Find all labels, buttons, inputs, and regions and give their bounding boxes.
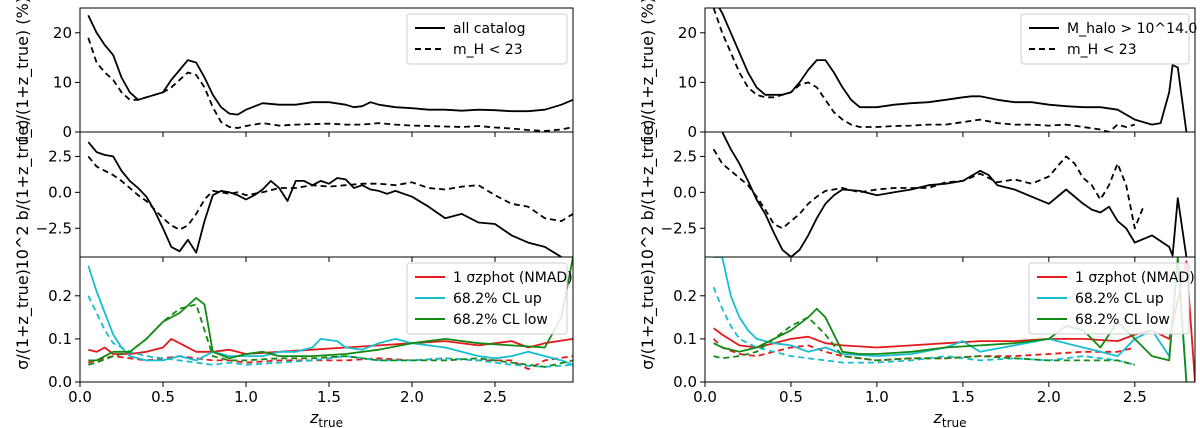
x-tick-label: 2.5	[1123, 388, 1147, 406]
x-tick-label: 1.5	[317, 388, 341, 406]
panel-right-top: 0 10 20 f_c/(1+z_true) (%) M_halo > 10^14.0 …	[638, 0, 1200, 143]
legend-box	[1020, 13, 1190, 65]
series-group	[712, 8, 1188, 132]
panel-left-mid: 2.5 0.0 −2.510^2 b/(1+z_true)	[13, 120, 574, 270]
series-line-cl-up-all	[87, 265, 573, 366]
y-tick-label: 10	[678, 73, 697, 91]
y-tick-label: 0.0	[48, 183, 72, 201]
panel-frame	[79, 131, 574, 258]
y-tick-label: 10	[53, 73, 72, 91]
x-tick-label: 1.0	[234, 388, 258, 406]
series-group	[712, 132, 1188, 257]
series-line-halo	[718, 8, 1188, 132]
y-tick-label: −2.5	[36, 219, 72, 237]
y-axis-label: 10^2 b/(1+z_true)	[638, 120, 658, 270]
y-tick-label: 0	[62, 123, 72, 141]
y-tick-label: 20	[53, 24, 72, 42]
x-tick-label: 2.0	[400, 388, 424, 406]
x-tick-label: 2.5	[483, 388, 507, 406]
y-axis-label: σ/(1+z_true)	[638, 269, 658, 370]
series-group	[712, 257, 1195, 382]
panel-frame	[704, 131, 1196, 258]
y-axis-label: 10^2 b/(1+z_true)	[13, 120, 33, 270]
series-line-halo	[721, 132, 1188, 257]
y-axis-label: f_c/(1+z_true) (%)	[638, 0, 658, 143]
y-tick-label: 0.0	[48, 373, 72, 391]
y-tick-label: 0	[687, 123, 697, 141]
panel-right-bot: 0.0 0.1 0.2 0.0 0.5 1.0 1.5 2.0 2.5 σ/(1+z_true) 1…	[638, 256, 1196, 406]
legend: M_halo > 10^14.0 M⊙ m_H < 23	[1020, 13, 1200, 65]
legend-label: 68.2% CL low	[453, 312, 548, 328]
panel-right-mid: 2.5 0.0 −2.510^2 b/(1+z_true)	[638, 120, 1196, 270]
legend-label: M_halo > 10^14.0 M⊙	[1067, 21, 1200, 37]
x-axis-label-main: z	[309, 408, 319, 427]
series-line-cl-low-mh	[713, 316, 1136, 366]
x-tick-label: 0.5	[151, 388, 175, 406]
y-axis-label: σ/(1+z_true)	[13, 269, 33, 370]
chart-right: 0 10 20 f_c/(1+z_true) (%) M_halo > 10^14.0 …	[638, 0, 1200, 428]
x-tick-label: 0.0	[68, 388, 92, 406]
x-axis-label-main: z	[932, 408, 942, 427]
y-axis-label: f_c/(1+z_true) (%)	[13, 0, 33, 143]
series-line-nmad-all	[88, 337, 573, 355]
legend-label: m_H < 23	[1067, 42, 1137, 58]
legend-box	[406, 262, 568, 335]
y-tick-label: 20	[678, 24, 697, 42]
x-axis-label-sub: true	[318, 416, 343, 428]
panel-left-bot: 0.0 0.1 0.2 0.0 0.5 1.0 1.5 2.0 2.5 σ/(1+z_true) 1…	[13, 256, 574, 406]
panel-frame	[79, 256, 574, 383]
series-line-m-h-23	[712, 148, 1145, 230]
chart-left: 0 10 20 f_c/(1+z_true) (%) all catalog m_H < …	[13, 0, 574, 428]
legend-label: 1 σzphot (NMAD)	[453, 270, 573, 286]
x-tick-label: 1.5	[951, 388, 975, 406]
series-line-m-h-23	[87, 155, 573, 231]
panel-frame	[704, 256, 1196, 383]
series-group	[87, 15, 573, 132]
y-tick-label: 2.5	[673, 147, 697, 165]
panel-left-top: 0 10 20 f_c/(1+z_true) (%) all catalog m_H < …	[13, 0, 574, 143]
x-tick-label: 2.0	[1037, 388, 1061, 406]
x-axis-label-sub: true	[942, 416, 967, 428]
y-tick-label: 0.1	[48, 330, 72, 348]
y-tick-label: 0.1	[673, 330, 697, 348]
y-tick-label: −2.5	[661, 219, 697, 237]
x-tick-label: 0.5	[779, 388, 803, 406]
y-tick-label: 0.2	[48, 287, 72, 305]
y-tick-label: 2.5	[48, 147, 72, 165]
y-tick-label: 0.0	[673, 183, 697, 201]
legend-label: all catalog	[453, 21, 526, 37]
legend-box	[1028, 262, 1190, 335]
series-group	[87, 141, 573, 257]
legend-label: 68.2% CL up	[1075, 291, 1164, 307]
series-line-nmad-mh	[88, 355, 573, 371]
legend-label: 68.2% CL low	[1075, 312, 1170, 328]
series-line-cl-low-mh	[88, 303, 573, 368]
legend: all catalog m_H < 23	[406, 13, 568, 65]
series-line-cl-low-halo	[713, 257, 1188, 382]
legend: 1 σzphot (NMAD) 68.2% CL up 68.2% CL low	[406, 262, 573, 335]
legend-label: 68.2% CL up	[453, 291, 542, 307]
legend-label: m_H < 23	[453, 42, 523, 58]
legend-label: 1 σzphot (NMAD)	[1075, 270, 1195, 286]
x-tick-label: 0.0	[693, 388, 717, 406]
series-line-all-catalog	[87, 141, 562, 257]
x-axis-label: ztrue	[932, 408, 966, 428]
x-axis-label: ztrue	[309, 408, 343, 428]
y-tick-label: 0.2	[673, 287, 697, 305]
series-group	[87, 257, 573, 371]
series-line-m-h-23	[712, 8, 1136, 132]
legend: 1 σzphot (NMAD) 68.2% CL up 68.2% CL low	[1028, 262, 1195, 335]
series-line-cl-up-mh	[87, 295, 573, 368]
x-tick-label: 1.0	[865, 388, 889, 406]
legend-box	[406, 13, 568, 65]
y-tick-label: 0.0	[673, 373, 697, 391]
